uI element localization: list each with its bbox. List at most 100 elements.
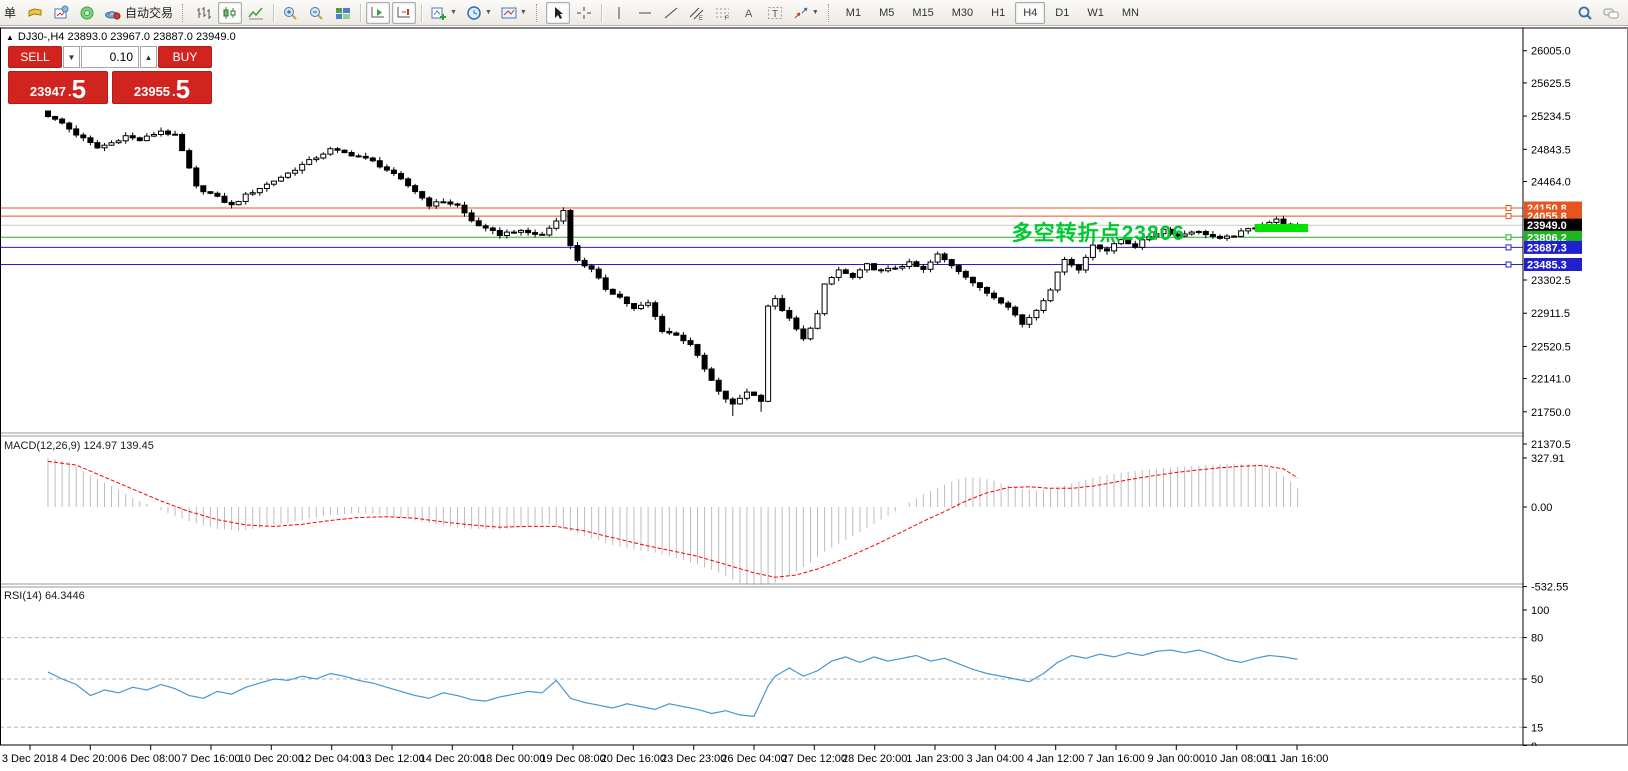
highlight-bar[interactable] (1255, 224, 1308, 232)
candle (1188, 231, 1195, 235)
candle (221, 195, 228, 203)
volume-increase-button[interactable]: ▲ (140, 46, 157, 68)
horizontal-line-23806.2[interactable] (0, 234, 1523, 241)
dropdown-caret-icon[interactable]: ▼ (450, 9, 457, 16)
publish-chart-button[interactable] (49, 2, 73, 24)
svg-text:T: T (772, 9, 778, 20)
chart-annotation-text[interactable]: 多空转折点23806 (1011, 222, 1185, 245)
svg-text:3 Dec 2018: 3 Dec 2018 (2, 753, 58, 765)
toolbar-grip[interactable] (535, 3, 540, 22)
svg-text:21750.0: 21750.0 (1531, 407, 1571, 419)
candle (1068, 259, 1075, 266)
dropdown-caret-icon[interactable]: ▼ (484, 9, 492, 16)
tile-windows-button[interactable] (331, 2, 355, 24)
candle (398, 173, 404, 180)
candle (687, 340, 694, 346)
candle (673, 332, 680, 336)
line-handle[interactable] (1505, 261, 1512, 268)
toolbar-grip[interactable] (182, 3, 186, 22)
svg-text:15: 15 (1531, 722, 1543, 734)
timeframe-button-m5[interactable]: M5 (879, 6, 895, 19)
buy-button[interactable]: BUY (158, 46, 212, 68)
candle (1118, 239, 1125, 245)
svg-text:28 Dec 20:00: 28 Dec 20:00 (842, 753, 907, 765)
vertical-line-button[interactable] (607, 2, 631, 24)
chat-button[interactable] (1599, 2, 1623, 24)
volume-input[interactable]: 0.10 (81, 46, 139, 68)
line-handle[interactable] (1505, 213, 1512, 220)
svg-text:A: A (745, 8, 753, 20)
candle (885, 267, 892, 272)
toolbar-separator (421, 3, 423, 22)
time-axis[interactable] (0, 746, 1628, 771)
line-handle[interactable] (1505, 234, 1512, 241)
timeframe-button-mn[interactable]: MN (1121, 6, 1139, 19)
timeframe-button-h1[interactable]: H1 (991, 6, 1006, 19)
timeframe-button-m30[interactable]: M30 (951, 6, 974, 19)
line-chart-button[interactable] (244, 2, 268, 24)
bar-chart-button[interactable] (192, 2, 216, 24)
line-handle[interactable] (1505, 205, 1512, 211)
book-icon (28, 7, 42, 17)
bid-price-button[interactable]: 23947. 5 (8, 71, 108, 104)
fibonacci-button[interactable]: F (711, 2, 735, 24)
candle (313, 157, 320, 161)
volume-decrease-button[interactable]: ▼ (63, 46, 80, 68)
new-order-partial-label[interactable]: 单 (4, 6, 17, 20)
cursor-button[interactable] (545, 1, 570, 24)
periods-button[interactable]: ▼ (462, 2, 495, 24)
text-label-button[interactable]: T (763, 2, 787, 24)
horizontal-line-23485.3[interactable] (0, 261, 1523, 268)
timeframe-button-w1[interactable]: W1 (1087, 6, 1104, 19)
ask-big-digit: 5 (175, 74, 191, 104)
timeframe-button-h4[interactable]: H4 (1015, 1, 1046, 24)
zoom-out-button[interactable] (305, 2, 329, 24)
svg-text:10 Jan 08:00: 10 Jan 08:00 (1205, 753, 1269, 765)
book-button[interactable] (23, 2, 47, 24)
timeframe-button-m1[interactable]: M1 (845, 6, 862, 19)
auto-scroll-button[interactable] (366, 1, 391, 24)
templates-button[interactable]: ▼ (497, 2, 530, 24)
horizontal-line-24150.8[interactable] (0, 205, 1523, 211)
trendline-button[interactable] (659, 2, 683, 24)
zoom-in-button[interactable] (279, 2, 303, 24)
crosshair-button[interactable] (572, 2, 596, 24)
svg-text:4 Dec 20:00: 4 Dec 20:00 (61, 753, 120, 765)
templates-icon (501, 7, 517, 18)
toolbar-grip[interactable] (827, 3, 832, 22)
text-button[interactable]: A (737, 2, 761, 24)
candle (136, 137, 143, 142)
dropdown-caret-icon[interactable]: ▼ (811, 9, 819, 16)
candle (638, 304, 644, 309)
timeframe-button-d1[interactable]: D1 (1055, 6, 1070, 19)
candle (793, 317, 800, 330)
add-indicator-button[interactable]: ▼ (427, 2, 460, 24)
candle (1202, 231, 1209, 236)
one-click-trading-panel: SELL ▼ 0.10 ▲ BUY 23947. 5 23955. 5 (8, 46, 212, 104)
ask-price-button[interactable]: 23955. 5 (112, 71, 212, 104)
horizontal-line-button[interactable] (633, 2, 657, 24)
sell-button[interactable]: SELL (8, 46, 62, 68)
price-axis[interactable] (1524, 29, 1627, 744)
search-button[interactable] (1573, 2, 1597, 24)
candle (242, 193, 249, 203)
candle (758, 394, 765, 402)
candlestick-button[interactable] (218, 1, 243, 24)
auto-trading-button[interactable]: 自动交易 (101, 2, 176, 24)
auto-scroll-icon (371, 6, 385, 17)
chart-shift-button[interactable] (392, 1, 417, 24)
arrows-button[interactable]: ▼ (789, 2, 822, 24)
horizontal-line-23687.3[interactable] (0, 244, 1523, 251)
signals-button[interactable] (75, 2, 99, 24)
candle (433, 201, 440, 207)
timeframe-button-m15[interactable]: M15 (912, 6, 934, 19)
svg-text:25625.5: 25625.5 (1531, 78, 1571, 90)
equidistant-channel-button[interactable]: E (685, 2, 709, 24)
candle (59, 118, 66, 124)
dropdown-caret-icon[interactable]: ▼ (519, 9, 527, 16)
collapse-icon[interactable]: ▲ (6, 33, 14, 42)
line-handle[interactable] (1505, 244, 1512, 251)
horizontal-line-24055.8[interactable] (0, 213, 1523, 220)
candle (150, 134, 157, 137)
